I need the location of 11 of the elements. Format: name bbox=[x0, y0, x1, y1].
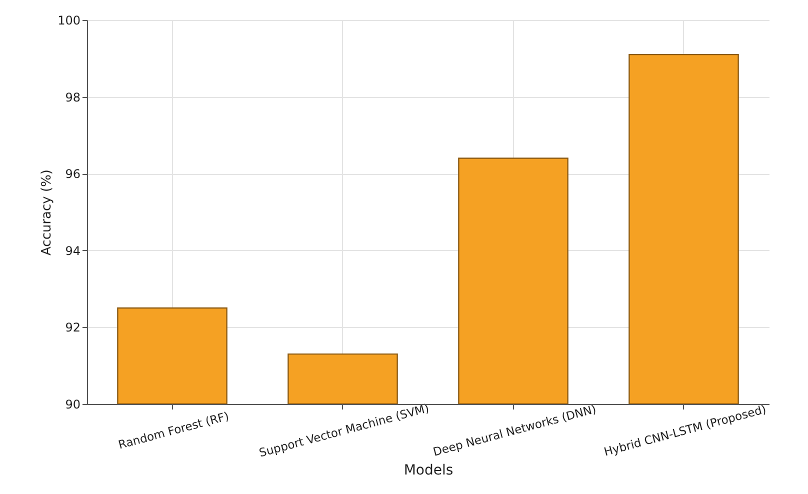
y-tick-label: 92 bbox=[65, 320, 80, 335]
y-tick-label: 90 bbox=[65, 398, 80, 412]
x-tick-label: Support Vector Machine (SVM) bbox=[258, 400, 431, 460]
x-tick-label: Random Forest (RF) bbox=[116, 408, 230, 452]
y-tick-label: 94 bbox=[65, 244, 80, 258]
y-tick-label: 96 bbox=[65, 167, 80, 182]
x-axis-title: Models bbox=[404, 462, 454, 478]
x-tick-label: Deep Neural Networks (DNN) bbox=[431, 402, 598, 459]
y-axis-title: Accuracy (%) bbox=[40, 170, 55, 256]
y-tick-label: 98 bbox=[65, 90, 80, 104]
y-tick-label: 100 bbox=[58, 14, 80, 28]
